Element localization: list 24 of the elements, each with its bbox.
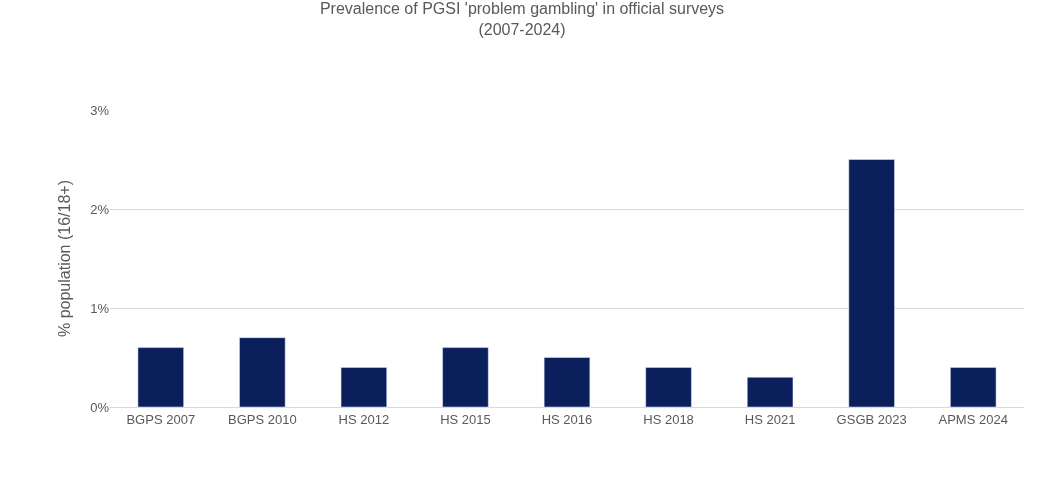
- bar: [239, 337, 286, 407]
- x-tick-label: HS 2012: [338, 411, 390, 427]
- chart-title: Prevalence of PGSI 'problem gambling' in official surveys (2007-2024): [319, 0, 725, 39]
- y-tick-label: 1%: [90, 300, 110, 316]
- bar: [848, 159, 895, 407]
- y-axis-title: % population (16/18+): [56, 180, 74, 337]
- x-tick-label: BGPS 2007: [126, 411, 196, 427]
- x-tick-label: HS 2016: [541, 411, 593, 427]
- bar: [442, 347, 489, 407]
- bar: [747, 377, 794, 407]
- bar: [950, 367, 997, 407]
- y-tick-label: 0%: [90, 399, 110, 415]
- y-tick-label: 3%: [90, 102, 110, 118]
- bar: [340, 367, 387, 407]
- x-tick-label: HS 2021: [744, 411, 796, 427]
- x-tick-label: APMS 2024: [938, 411, 1008, 427]
- x-tick-label: BGPS 2010: [228, 411, 297, 427]
- bar: [645, 367, 692, 407]
- y-tick-label: 2%: [90, 201, 110, 217]
- x-tick-label: HS 2018: [643, 411, 694, 427]
- x-tick-label: HS 2015: [440, 411, 491, 427]
- bar: [137, 347, 184, 407]
- x-tick-label: GSGB 2023: [836, 411, 907, 427]
- bar: [543, 357, 591, 407]
